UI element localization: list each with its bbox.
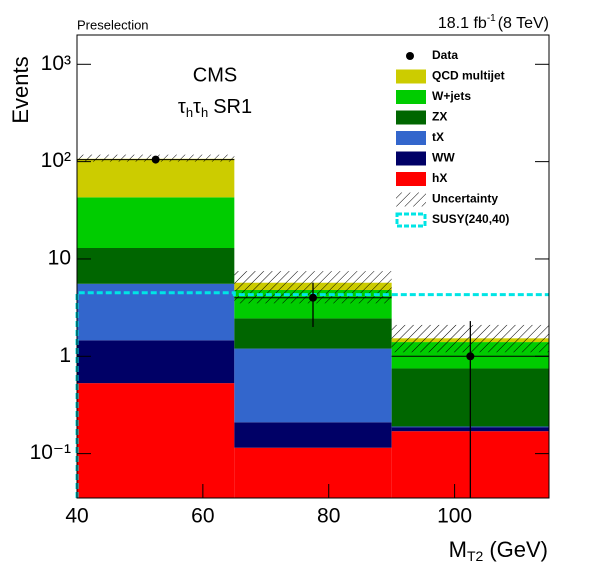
legend-swatch: [396, 172, 426, 186]
legend-label: W+jets: [432, 89, 471, 103]
legend-label: QCD multijet: [432, 69, 505, 83]
y-tick-label: 10³: [41, 52, 71, 75]
stack-segment: [234, 447, 392, 498]
stack-segment: [234, 348, 392, 423]
y-tick-label: 10: [48, 247, 71, 270]
legend-label: Uncertainty: [432, 192, 498, 206]
experiment: CMS: [193, 64, 237, 86]
legend-swatch: [396, 69, 426, 84]
legend-swatch: [395, 212, 427, 228]
y-tick-label: 1: [59, 344, 71, 367]
legend-label: Data: [432, 48, 458, 62]
legend-label: SUSY(240,40): [432, 212, 509, 226]
legend-swatch: [396, 151, 426, 166]
stack-segment: [77, 340, 235, 384]
data-point: [151, 155, 160, 164]
x-tick-label: 40: [65, 505, 88, 528]
legend-label: hX: [432, 171, 447, 185]
x-tick-label: 100: [437, 505, 472, 528]
legend-swatch: [396, 131, 426, 145]
lumi: 18.1 fb-1 (8 TeV): [438, 13, 549, 33]
x-axis-label: MT2 (GeV): [449, 537, 548, 564]
legend-swatch: [396, 192, 426, 207]
stack-segment: [77, 197, 235, 249]
x-tick-label: 80: [317, 505, 340, 528]
legend-swatch: [396, 90, 426, 104]
y-tick-label: 10²: [41, 149, 71, 172]
y-axis-label: Events: [8, 56, 33, 123]
stack-segment: [234, 422, 392, 448]
stack-segment: [77, 158, 235, 198]
legend-label: WW: [432, 151, 455, 165]
legend-label: ZX: [432, 110, 447, 124]
legend-swatch: [396, 110, 426, 125]
stack-segment: [77, 383, 235, 498]
header-left: Preselection: [77, 17, 149, 32]
data-point: [309, 293, 317, 302]
stack-segment: [77, 248, 235, 284]
legend-label: tX: [432, 130, 444, 144]
legend-marker: [406, 52, 414, 60]
channel: τhτh SR1: [178, 96, 252, 120]
plot-frame: [76, 34, 550, 499]
x-tick-label: 60: [191, 505, 214, 528]
data-point: [466, 352, 475, 361]
y-tick-label: 10⁻¹: [30, 441, 71, 464]
